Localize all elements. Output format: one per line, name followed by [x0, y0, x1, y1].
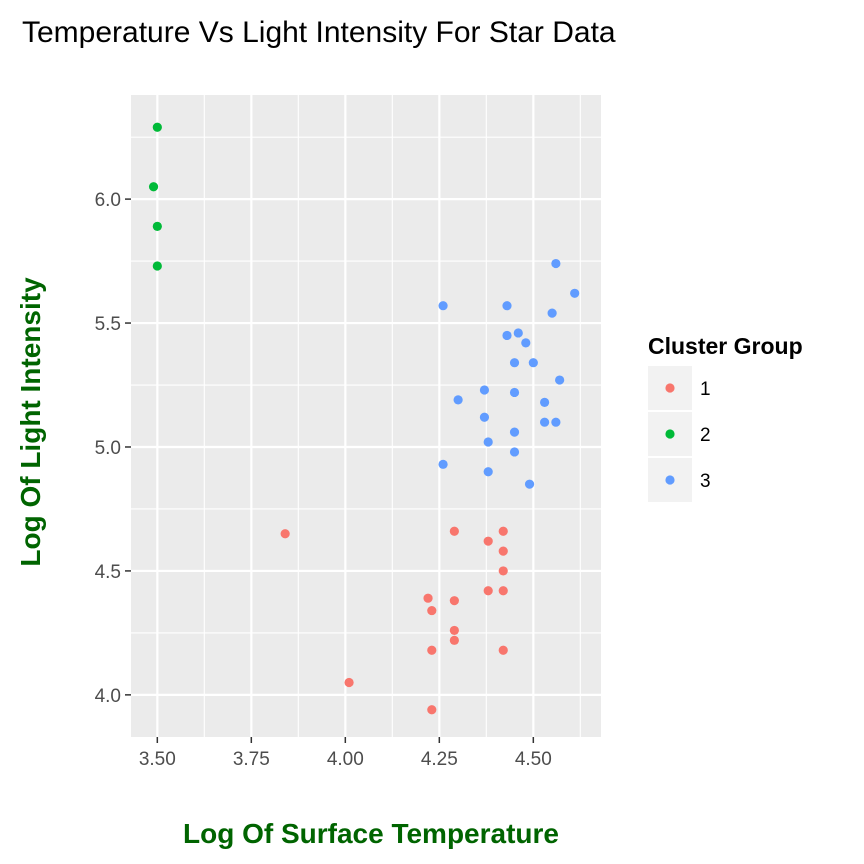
data-point-cluster-1 — [427, 645, 437, 655]
data-point-cluster-3 — [483, 437, 493, 447]
data-point-cluster-3 — [438, 301, 448, 311]
data-point-cluster-3 — [509, 447, 520, 457]
data-point-cluster-3 — [551, 417, 561, 427]
data-points — [148, 122, 580, 715]
data-point-cluster-2 — [152, 221, 162, 231]
data-point-cluster-1 — [449, 526, 459, 536]
data-point-cluster-3 — [438, 459, 448, 469]
y-axis-title: Log Of Light Intensity — [15, 277, 46, 567]
y-tick-label: 5.0 — [95, 438, 121, 459]
x-axis: 3.50 3.75 4.00 4.25 4.50 — [139, 737, 552, 770]
data-point-cluster-1 — [498, 645, 508, 655]
legend-label-2: 2 — [700, 425, 711, 446]
minor-gridlines — [131, 95, 601, 737]
data-point-cluster-3 — [528, 358, 538, 368]
data-point-cluster-3 — [540, 397, 550, 407]
data-point-cluster-1 — [449, 596, 459, 606]
data-point-cluster-3 — [521, 338, 531, 348]
data-point-cluster-2 — [152, 261, 162, 271]
major-gridlines — [131, 95, 601, 737]
legend: Cluster Group 1 2 3 — [648, 333, 803, 502]
legend-label-3: 3 — [700, 471, 711, 492]
data-point-cluster-3 — [540, 417, 550, 427]
legend-title: Cluster Group — [648, 333, 803, 359]
data-point-cluster-1 — [449, 635, 459, 645]
x-tick-label: 4.50 — [515, 749, 552, 770]
legend-key-1 — [665, 383, 675, 393]
data-point-cluster-3 — [479, 385, 490, 395]
data-point-cluster-3 — [502, 301, 512, 311]
y-tick-label: 6.0 — [95, 190, 121, 211]
data-point-cluster-1 — [280, 529, 290, 539]
data-point-cluster-1 — [483, 586, 493, 596]
data-point-cluster-1 — [423, 593, 433, 603]
legend-key-3 — [665, 475, 675, 485]
x-tick-label: 4.00 — [327, 749, 364, 770]
data-point-cluster-3 — [570, 288, 580, 298]
data-point-cluster-3 — [547, 308, 557, 318]
data-point-cluster-3 — [509, 387, 520, 398]
data-point-cluster-1 — [498, 546, 508, 556]
legend-items: 1 2 3 — [648, 366, 711, 502]
data-point-cluster-3 — [479, 412, 490, 422]
data-point-cluster-1 — [498, 586, 508, 596]
legend-key-2 — [665, 429, 675, 439]
y-tick-label: 4.0 — [95, 686, 121, 707]
data-point-cluster-3 — [509, 427, 520, 437]
x-axis-title: Log Of Surface Temperature — [183, 818, 559, 849]
data-point-cluster-1 — [498, 566, 508, 576]
data-point-cluster-1 — [498, 526, 508, 536]
data-point-cluster-3 — [551, 258, 561, 269]
data-point-cluster-2 — [152, 122, 162, 132]
data-point-cluster-1 — [483, 536, 493, 546]
chart-title: Temperature Vs Light Intensity For Star … — [22, 16, 616, 49]
data-point-cluster-3 — [502, 330, 512, 341]
data-point-cluster-3 — [524, 479, 535, 489]
data-point-cluster-2 — [148, 182, 159, 192]
data-point-cluster-1 — [344, 677, 354, 688]
legend-label-1: 1 — [700, 379, 711, 400]
data-point-cluster-3 — [483, 467, 493, 477]
data-point-cluster-3 — [513, 328, 523, 338]
plot-panel — [131, 95, 601, 737]
data-point-cluster-3 — [509, 358, 520, 368]
x-tick-label: 3.50 — [139, 749, 176, 770]
y-axis: 4.0 4.5 5.0 5.5 6.0 — [95, 190, 131, 707]
data-point-cluster-1 — [449, 625, 459, 636]
x-tick-label: 3.75 — [233, 749, 270, 770]
data-point-cluster-1 — [427, 605, 437, 616]
data-point-cluster-3 — [453, 395, 463, 405]
x-tick-label: 4.25 — [421, 749, 458, 770]
y-tick-label: 4.5 — [95, 562, 121, 583]
y-tick-label: 5.5 — [95, 314, 121, 335]
data-point-cluster-3 — [555, 375, 565, 385]
data-point-cluster-1 — [427, 705, 437, 715]
